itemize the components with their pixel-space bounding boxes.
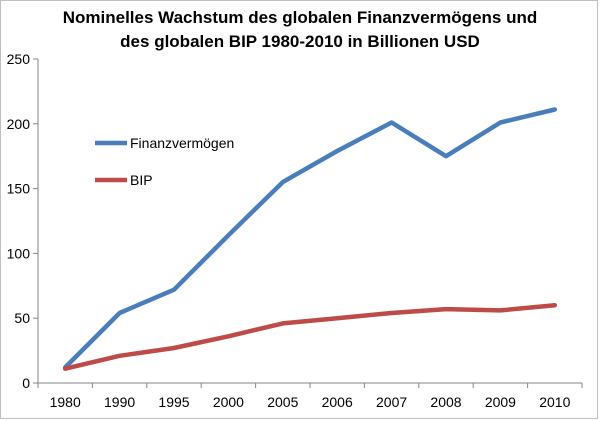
legend-label: BIP [130, 172, 153, 188]
legend-label: Finanzvermögen [130, 135, 234, 151]
series-line-finanzverm-gen [62, 107, 558, 370]
series-line-bip [62, 302, 558, 371]
chart-title-line-2: des globalen BIP 1980-2010 in Billionen … [120, 32, 480, 51]
y-tick-label: 250 [7, 51, 31, 67]
x-tick-label: 1990 [104, 394, 135, 410]
y-axis-ticks: 0 50 100 150 200 250 [7, 51, 38, 391]
x-tick-label: 2007 [376, 394, 407, 410]
y-tick-label: 0 [22, 375, 30, 391]
x-tick-label: 2008 [430, 394, 461, 410]
y-tick-label: 100 [7, 245, 31, 261]
chart-title-line-1: Nominelles Wachstum des globalen Finanzv… [62, 8, 538, 27]
series-lines [62, 107, 558, 371]
x-axis-ticks: 1980 1990 1995 2000 2005 2006 2007 2008 2009 2010 [37, 383, 583, 410]
x-tick-label: 2010 [539, 394, 570, 410]
legend: Finanzvermögen BIP [95, 135, 234, 188]
x-tick-label: 2000 [213, 394, 244, 410]
x-tick-label: 1995 [158, 394, 189, 410]
y-tick-label: 200 [7, 116, 31, 132]
x-tick-label: 2005 [267, 394, 298, 410]
x-tick-label: 1980 [50, 394, 81, 410]
x-tick-label: 2006 [322, 394, 353, 410]
y-tick-label: 150 [7, 181, 31, 197]
chart-title: Nominelles Wachstum des globalen Finanzv… [0, 6, 600, 54]
x-tick-label: 2009 [485, 394, 516, 410]
axes [37, 59, 582, 384]
y-tick-label: 50 [14, 310, 30, 326]
